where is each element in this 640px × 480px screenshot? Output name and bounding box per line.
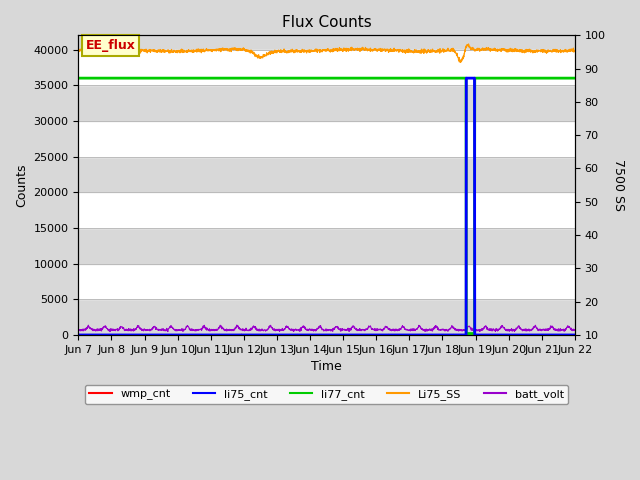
Bar xyxy=(79,156,575,192)
Bar xyxy=(79,121,575,156)
Bar xyxy=(79,228,575,264)
Bar xyxy=(79,192,575,228)
Bar xyxy=(79,264,575,300)
Title: Flux Counts: Flux Counts xyxy=(282,15,371,30)
Y-axis label: Counts: Counts xyxy=(15,163,28,207)
Bar xyxy=(79,300,575,335)
Text: EE_flux: EE_flux xyxy=(86,39,136,52)
X-axis label: Time: Time xyxy=(311,360,342,373)
Bar xyxy=(79,49,575,85)
Legend: wmp_cnt, li75_cnt, li77_cnt, Li75_SS, batt_volt: wmp_cnt, li75_cnt, li77_cnt, Li75_SS, ba… xyxy=(85,384,568,404)
Bar xyxy=(79,85,575,121)
Y-axis label: 7500 SS: 7500 SS xyxy=(612,159,625,211)
